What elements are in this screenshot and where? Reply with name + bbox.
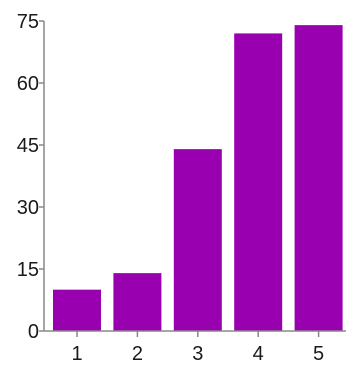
x-tick-label-3: 3 (192, 343, 203, 365)
y-tick-label-15: 15 (17, 259, 39, 281)
y-tick-label-75: 75 (17, 11, 39, 33)
bar-2 (113, 273, 162, 331)
y-tick-label-60: 60 (17, 73, 39, 95)
y-tick-label-45: 45 (17, 135, 39, 157)
x-tick-label-4: 4 (253, 343, 264, 365)
bar-1 (53, 289, 101, 331)
x-tick-label-1: 1 (71, 343, 82, 365)
bar-5 (294, 25, 343, 332)
x-tick-label-2: 2 (132, 343, 143, 365)
y-tick-label-0: 0 (28, 321, 39, 343)
axes-layer (39, 20, 346, 337)
bar-3 (173, 149, 222, 331)
bars-layer (53, 25, 343, 332)
x-tick-label-5: 5 (313, 343, 324, 365)
y-tick-label-30: 30 (17, 197, 39, 219)
bar-4 (234, 33, 283, 332)
